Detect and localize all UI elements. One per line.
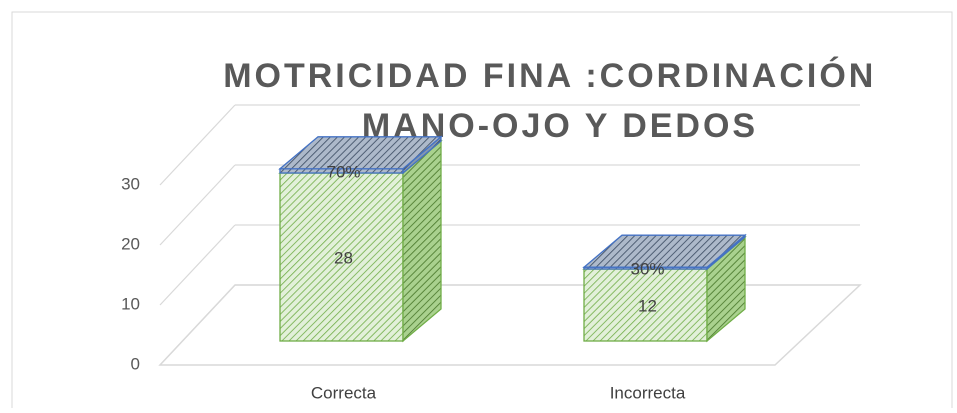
- data-label: 28: [334, 248, 353, 267]
- bar-top: [278, 136, 443, 170]
- bar-top: [582, 234, 747, 268]
- y-tick-label: 20: [121, 234, 140, 253]
- chart-title: MOTRICIDAD FINA :CORDINACIÓN MANO-OJO Y …: [223, 57, 889, 145]
- title-line: MOTRICIDAD FINA :CORDINACIÓN: [223, 57, 876, 95]
- floor: [158, 284, 862, 366]
- grid-line-side: [159, 284, 236, 366]
- x-tick-label: Correcta: [311, 383, 377, 402]
- bar-side: [402, 139, 442, 343]
- data-label: 70%: [326, 162, 360, 181]
- grid-line-side: [159, 164, 236, 246]
- data-label: 12: [638, 296, 657, 315]
- bar: [278, 135, 443, 175]
- bar: [582, 233, 747, 271]
- grid-line-side: [159, 224, 236, 306]
- bar-front: [583, 268, 708, 342]
- y-tick-label: 0: [131, 354, 140, 373]
- data-label: 30%: [630, 260, 664, 279]
- y-tick-label: 10: [121, 294, 140, 313]
- y-tick-label: 30: [121, 174, 140, 193]
- grid-line-side: [159, 104, 236, 186]
- x-tick-label: Incorrecta: [610, 383, 686, 402]
- bar-front: [279, 172, 404, 342]
